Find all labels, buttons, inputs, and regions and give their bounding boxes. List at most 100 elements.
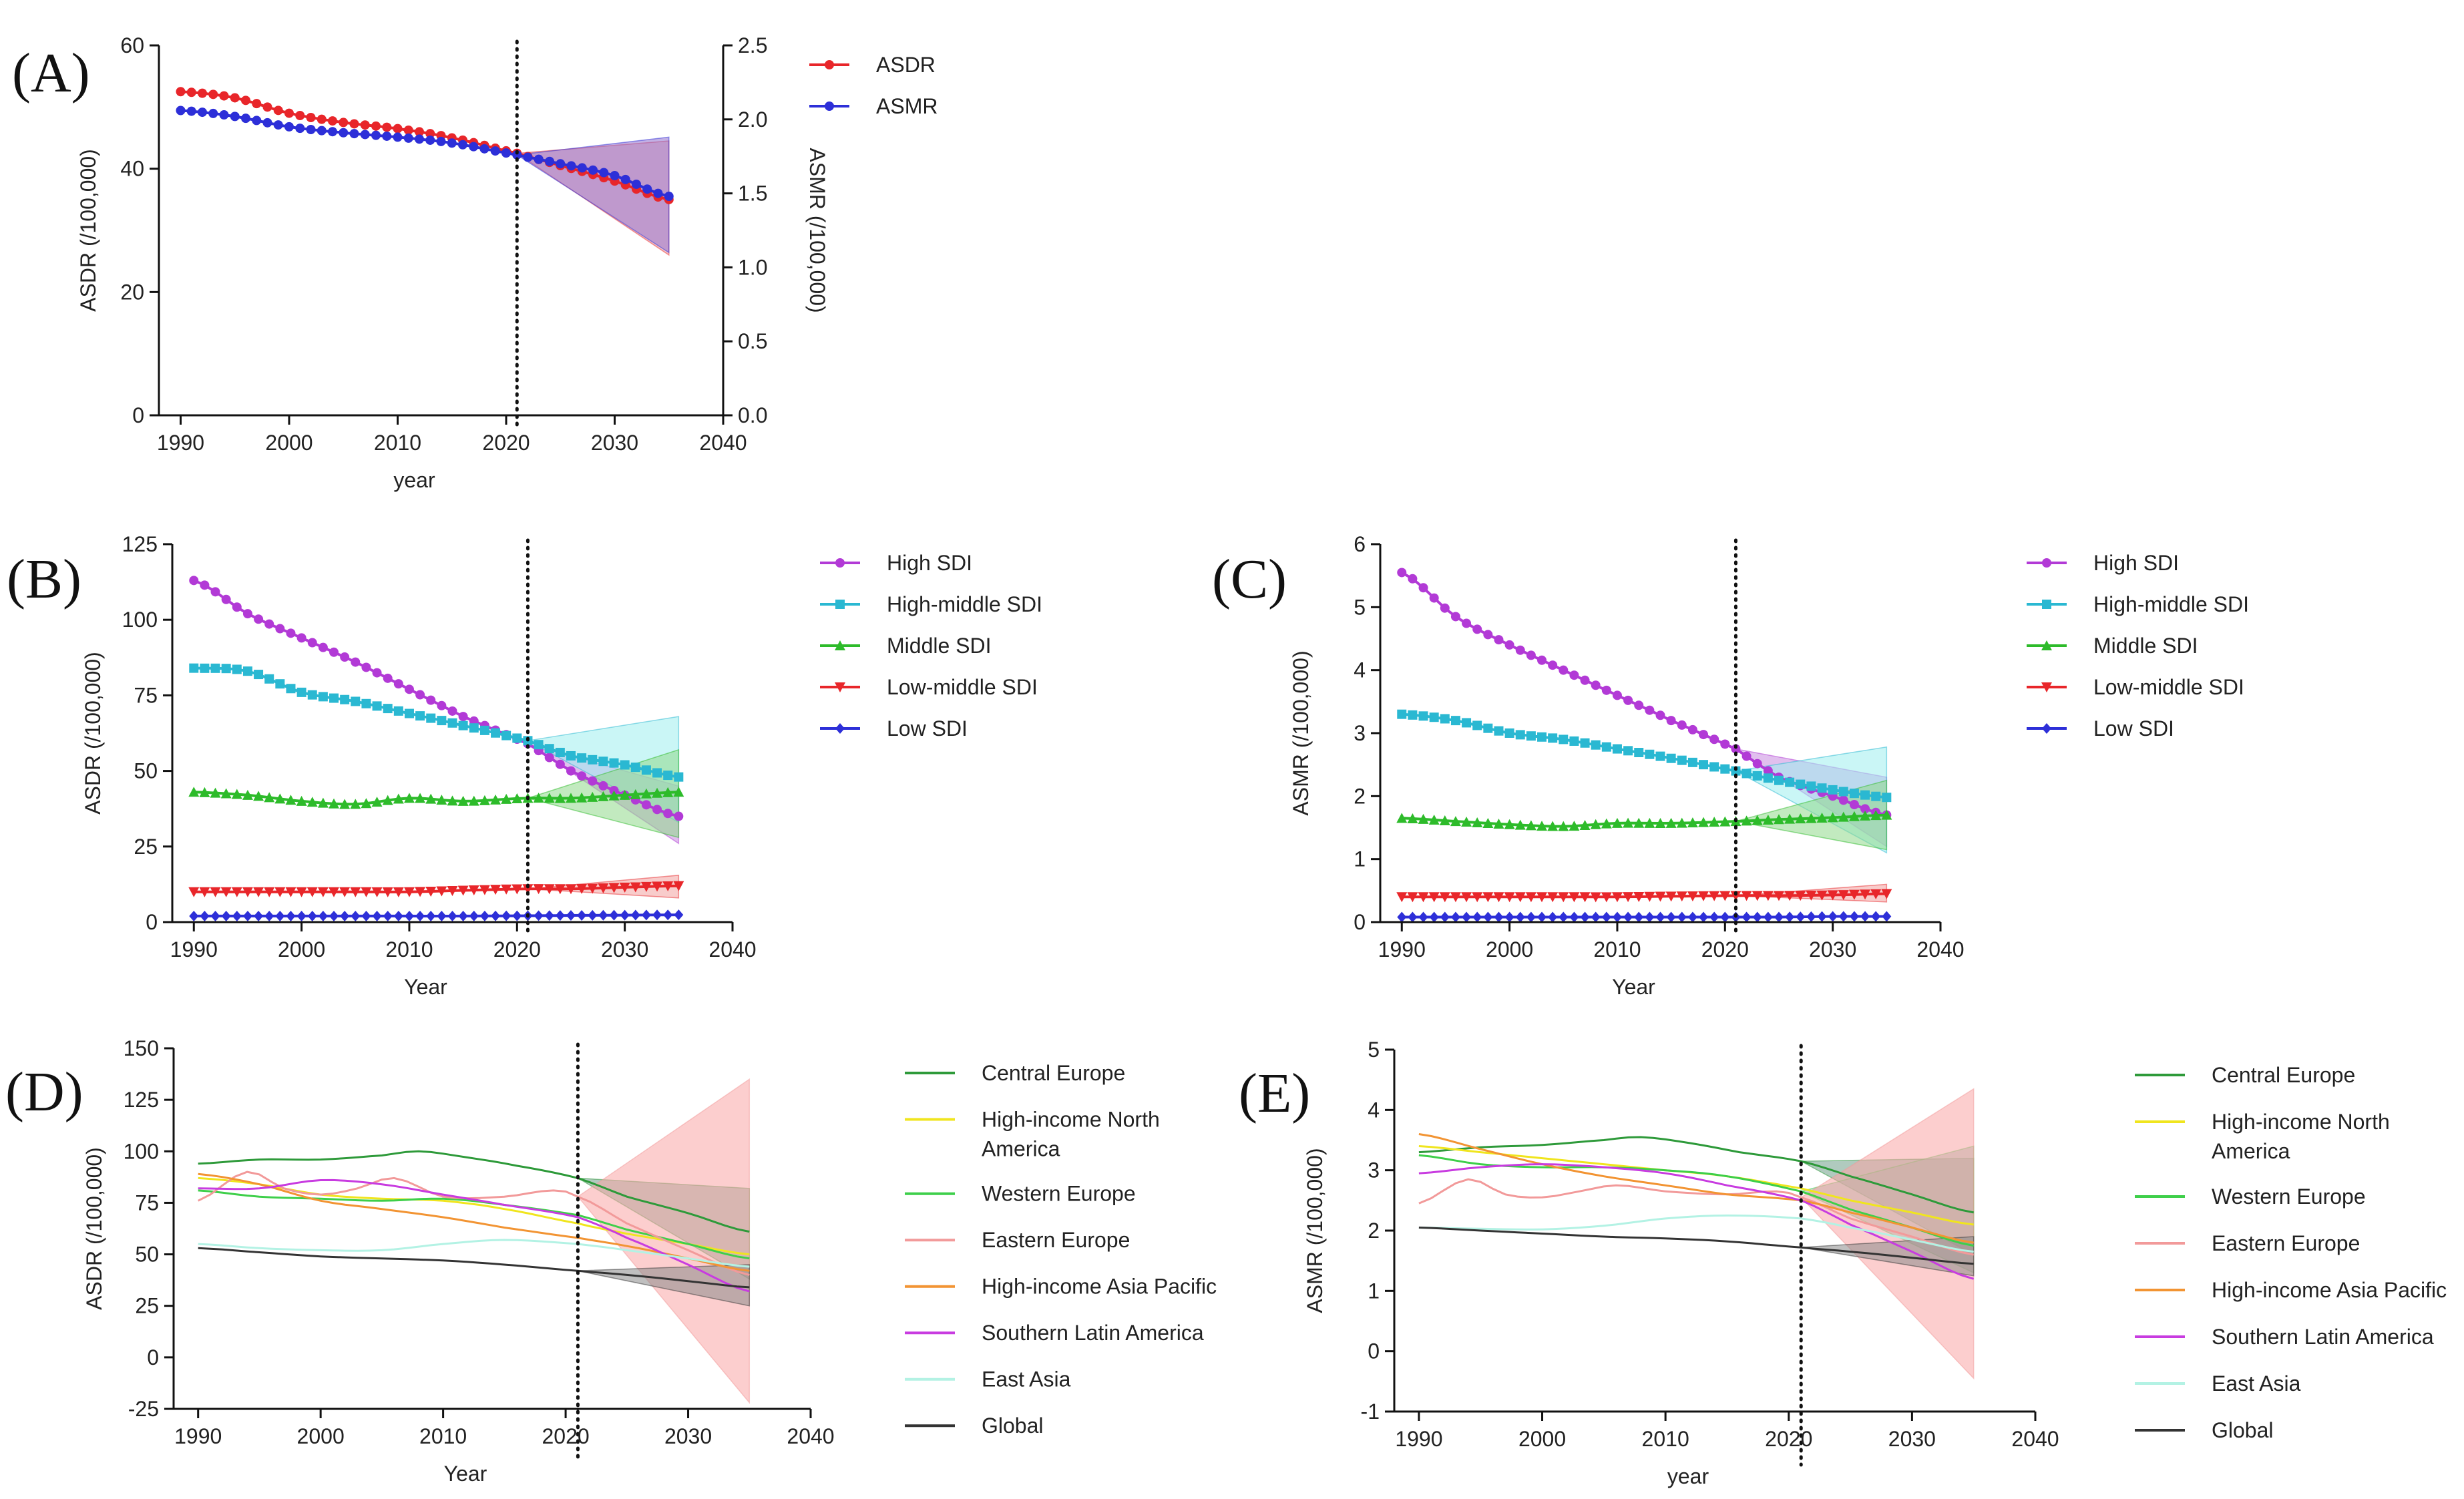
- data-point: [1407, 892, 1418, 903]
- data-point: [1483, 630, 1493, 640]
- data-point: [512, 910, 522, 921]
- x-tick-label: 2040: [699, 431, 747, 455]
- data-point: [1472, 892, 1483, 903]
- data-point: [1698, 817, 1709, 827]
- legend-label: Central Europe: [2212, 1063, 2355, 1087]
- data-point: [1644, 891, 1655, 902]
- legend-item-high-income-asia-pacific: High-income Asia Pacific: [905, 1275, 1217, 1299]
- x-tick-label: 1990: [1395, 1427, 1442, 1451]
- data-point: [1397, 709, 1407, 719]
- data-point: [188, 787, 200, 797]
- x-tick-label: 2030: [664, 1424, 712, 1448]
- data-point: [393, 132, 403, 142]
- legend-item-southern-latin-america: Southern Latin America: [2135, 1325, 2434, 1349]
- x-tick-label: 2010: [374, 431, 421, 455]
- series-line-central-europe: [198, 1150, 750, 1233]
- data-point: [1482, 818, 1494, 829]
- data-point: [652, 805, 662, 815]
- legend-label: East Asia: [2212, 1371, 2301, 1396]
- data-point: [286, 910, 296, 921]
- data-point: [1709, 911, 1719, 923]
- legend-marker: [835, 558, 845, 568]
- data-point: [608, 883, 620, 893]
- legend-marker: [2042, 558, 2051, 568]
- series-line-high-sdi: [1401, 571, 1887, 817]
- data-point: [522, 884, 534, 895]
- data-point: [1537, 732, 1547, 742]
- data-point: [566, 766, 576, 776]
- data-point: [349, 119, 359, 129]
- y-tick-label: 5: [1368, 1038, 1380, 1062]
- data-point: [1762, 891, 1774, 901]
- series-line-high-middle-sdi: [1402, 712, 1887, 799]
- data-point: [1848, 811, 1860, 821]
- data-point: [210, 887, 221, 897]
- y-tick-label: 4: [1368, 1098, 1380, 1122]
- data-point: [544, 793, 555, 803]
- series-markers-middle-sdi: [188, 787, 684, 809]
- data-point: [1558, 821, 1569, 831]
- data-point: [361, 910, 371, 921]
- legend-item-high-income-north-america: High-income North America: [2135, 1110, 2390, 1163]
- data-point: [458, 712, 468, 722]
- data-point: [1397, 911, 1407, 923]
- data-point: [673, 787, 684, 797]
- data-point: [1440, 603, 1450, 613]
- data-point: [1849, 911, 1859, 922]
- data-point: [1494, 911, 1504, 923]
- data-point: [1752, 759, 1762, 769]
- data-point: [210, 587, 220, 597]
- series-line-central-europe: [1418, 1136, 1974, 1214]
- series-markers-high-sdi: [1397, 568, 1892, 820]
- data-point: [339, 128, 349, 138]
- data-point: [426, 695, 436, 705]
- data-point: [1590, 819, 1601, 829]
- data-point: [576, 883, 588, 894]
- data-point: [1785, 911, 1795, 923]
- data-point: [1515, 911, 1525, 923]
- data-point: [447, 795, 458, 806]
- data-point: [619, 789, 630, 800]
- data-point: [296, 887, 307, 897]
- data-point: [1882, 793, 1892, 803]
- legend-item-low-middle-sdi: Low-middle SDI: [820, 675, 1038, 699]
- data-point: [1816, 890, 1828, 901]
- legend-label: Low SDI: [2093, 716, 2174, 740]
- data-point: [642, 184, 652, 194]
- data-point: [1591, 911, 1601, 923]
- data-point: [1623, 911, 1633, 923]
- data-point: [383, 704, 393, 714]
- data-point: [1612, 690, 1622, 700]
- data-point: [1838, 911, 1848, 922]
- x-tick-label: 2040: [708, 937, 756, 961]
- data-point: [254, 910, 264, 921]
- data-point: [1450, 716, 1460, 726]
- data-point: [663, 909, 673, 921]
- data-point: [1601, 911, 1611, 923]
- series-markers-asmr: [176, 105, 674, 202]
- data-point: [273, 105, 283, 116]
- data-point: [1559, 911, 1569, 923]
- data-point: [1806, 890, 1817, 901]
- x-tick-label: 2010: [1593, 937, 1641, 961]
- data-point: [588, 909, 598, 921]
- y-axis-title: ASMR (/100,000): [1303, 1148, 1327, 1313]
- series-markers-low-sdi: [1397, 911, 1892, 923]
- legend-marker: [2042, 600, 2051, 609]
- data-point: [1806, 781, 1816, 791]
- data-point: [1849, 789, 1859, 799]
- data-point: [306, 797, 318, 807]
- legend-item-western-europe: Western Europe: [2135, 1185, 2366, 1209]
- y2-tick-label: 0.5: [738, 329, 767, 353]
- data-point: [1870, 810, 1882, 821]
- data-point: [372, 910, 382, 921]
- data-point: [329, 887, 340, 897]
- legend-marker: [835, 682, 845, 692]
- data-point: [490, 885, 501, 895]
- data-point: [220, 887, 232, 897]
- data-point: [1483, 723, 1493, 733]
- data-point: [1418, 711, 1428, 721]
- x-tick-label: 2030: [601, 937, 648, 961]
- legend-label: Low-middle SDI: [887, 675, 1038, 699]
- data-point: [241, 114, 250, 124]
